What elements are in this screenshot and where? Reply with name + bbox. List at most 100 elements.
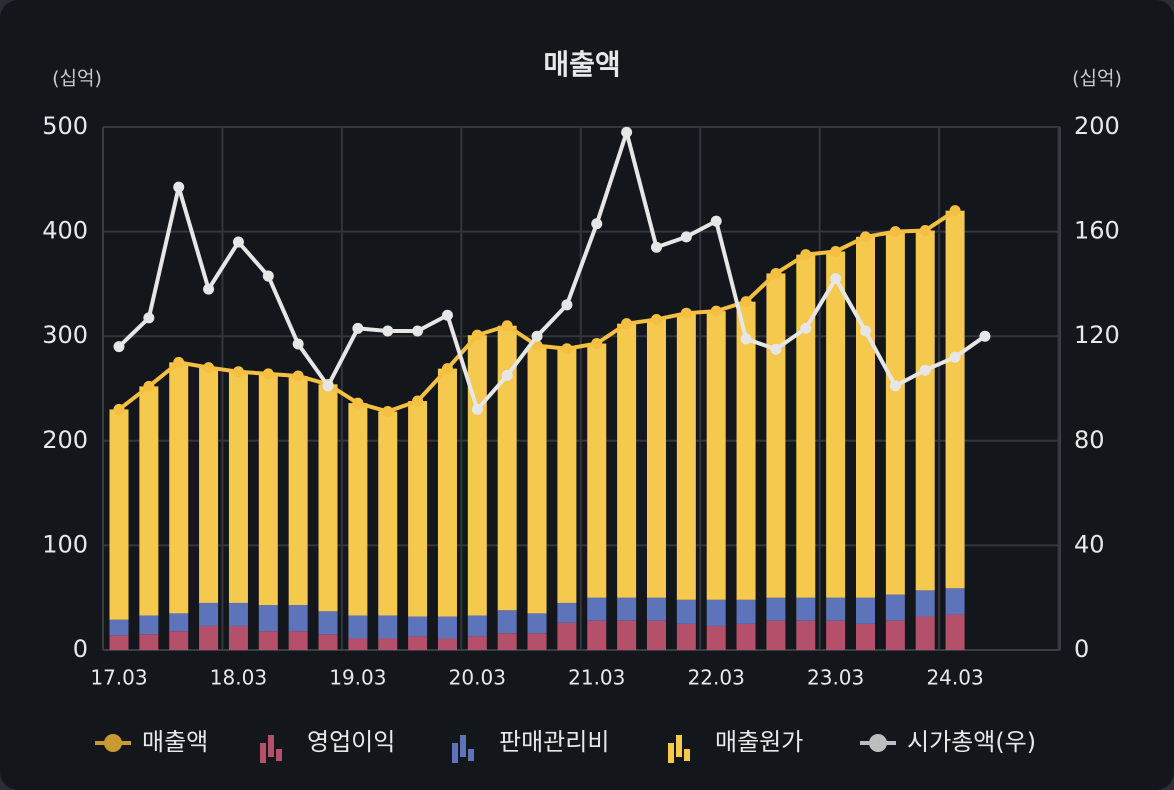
bar bbox=[885, 594, 905, 621]
point bbox=[830, 273, 842, 285]
bar bbox=[378, 615, 398, 639]
point bbox=[143, 312, 155, 324]
bar bbox=[527, 345, 547, 614]
bar bbox=[826, 251, 846, 598]
point bbox=[113, 341, 125, 353]
bar bbox=[945, 588, 965, 615]
point bbox=[501, 369, 513, 381]
bar bbox=[587, 343, 607, 598]
point bbox=[710, 305, 722, 317]
y2-axis-label: (십억) bbox=[1072, 68, 1122, 90]
point bbox=[262, 270, 274, 282]
bar bbox=[617, 597, 637, 621]
bar bbox=[676, 623, 696, 650]
point bbox=[621, 126, 633, 138]
legend-label: 시가총액(우) bbox=[907, 728, 1036, 756]
bar bbox=[169, 631, 189, 650]
point bbox=[412, 325, 424, 337]
bar bbox=[348, 615, 368, 639]
bar bbox=[736, 623, 756, 650]
bar bbox=[199, 367, 219, 603]
point bbox=[113, 403, 125, 415]
bar bbox=[557, 622, 577, 650]
bar bbox=[288, 631, 308, 650]
bar bbox=[408, 636, 428, 650]
bar bbox=[378, 411, 398, 616]
chart-title: 매출액 bbox=[543, 48, 620, 81]
point bbox=[740, 333, 752, 345]
point bbox=[382, 406, 394, 418]
point bbox=[860, 325, 871, 337]
point bbox=[919, 364, 931, 376]
x-tick-label: 19.03 bbox=[329, 666, 386, 690]
legend-icon bbox=[869, 734, 887, 752]
bar bbox=[109, 635, 129, 650]
x-tick-label: 20.03 bbox=[449, 666, 506, 690]
bar bbox=[736, 599, 756, 624]
bar bbox=[915, 590, 935, 617]
bar bbox=[467, 636, 487, 650]
point bbox=[232, 236, 244, 248]
legend-label: 매출액 bbox=[142, 728, 208, 756]
legend-icon bbox=[276, 749, 282, 761]
legend-item: 영업이익 bbox=[260, 728, 395, 763]
legend-label: 영업이익 bbox=[307, 728, 395, 756]
point bbox=[262, 368, 274, 380]
y-tick-label: 0 bbox=[73, 635, 88, 663]
bar bbox=[617, 323, 637, 598]
bar bbox=[258, 631, 278, 650]
legend-icon bbox=[460, 735, 466, 757]
point bbox=[680, 307, 692, 319]
bar bbox=[109, 619, 129, 636]
legend-label: 판매관리비 bbox=[499, 728, 609, 756]
bar bbox=[617, 620, 637, 650]
bar bbox=[766, 620, 786, 650]
bar bbox=[557, 348, 577, 603]
point bbox=[680, 231, 692, 243]
bar bbox=[169, 362, 189, 614]
y2-tick-label: 40 bbox=[1074, 530, 1105, 558]
bar bbox=[497, 610, 517, 634]
point bbox=[710, 215, 722, 227]
y-tick-label: 300 bbox=[42, 321, 88, 349]
x-tick-label: 24.03 bbox=[926, 666, 983, 690]
bar bbox=[706, 311, 726, 600]
point bbox=[591, 338, 603, 350]
point bbox=[322, 380, 334, 392]
bar bbox=[228, 371, 248, 603]
point bbox=[292, 338, 304, 350]
point bbox=[203, 283, 215, 295]
point bbox=[740, 296, 752, 308]
point bbox=[561, 343, 573, 355]
point bbox=[889, 226, 901, 238]
point bbox=[471, 329, 483, 341]
x-tick-label: 17.03 bbox=[90, 666, 147, 690]
point bbox=[173, 356, 185, 368]
legend-icon bbox=[684, 749, 690, 761]
point bbox=[292, 370, 304, 382]
bar bbox=[736, 301, 756, 600]
bar bbox=[587, 597, 607, 621]
point bbox=[800, 322, 812, 334]
bar bbox=[796, 254, 816, 598]
x-tick-label: 23.03 bbox=[807, 666, 864, 690]
legend-label: 매출원가 bbox=[715, 728, 803, 756]
legend-icon bbox=[104, 734, 122, 752]
point bbox=[591, 218, 603, 230]
point bbox=[471, 403, 483, 415]
bar bbox=[318, 634, 338, 650]
point bbox=[173, 181, 185, 193]
bar bbox=[288, 375, 308, 606]
bar bbox=[796, 597, 816, 621]
bar bbox=[587, 620, 607, 650]
point bbox=[650, 313, 662, 325]
legend-item: 매출원가 bbox=[668, 728, 803, 763]
bar bbox=[646, 620, 666, 650]
point bbox=[860, 231, 871, 243]
point bbox=[441, 363, 453, 375]
y2-tick-label: 200 bbox=[1074, 112, 1120, 140]
bar bbox=[945, 614, 965, 650]
point bbox=[889, 380, 901, 392]
bar bbox=[199, 602, 219, 626]
